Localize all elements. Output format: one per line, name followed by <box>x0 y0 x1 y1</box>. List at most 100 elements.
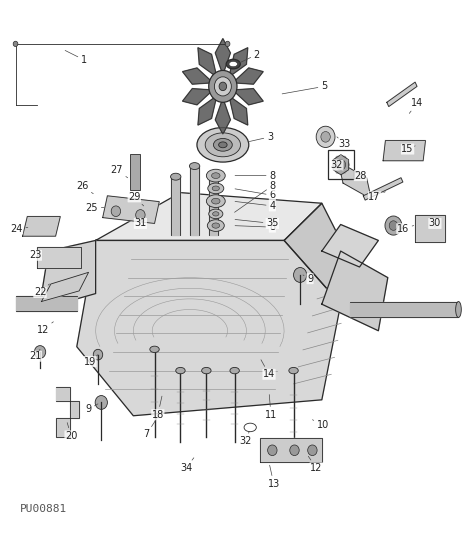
Polygon shape <box>198 48 217 77</box>
Text: 3: 3 <box>249 132 273 142</box>
Polygon shape <box>322 224 378 267</box>
Circle shape <box>293 268 307 282</box>
Circle shape <box>219 82 227 91</box>
Polygon shape <box>229 96 248 125</box>
Polygon shape <box>23 216 60 236</box>
Circle shape <box>13 41 18 46</box>
Text: 17: 17 <box>368 192 385 202</box>
Ellipse shape <box>201 367 211 374</box>
Text: 12: 12 <box>308 456 322 473</box>
Text: 33: 33 <box>337 137 351 149</box>
Polygon shape <box>233 68 263 84</box>
Polygon shape <box>341 156 349 165</box>
Text: 27: 27 <box>110 166 128 178</box>
Polygon shape <box>41 272 89 302</box>
Ellipse shape <box>209 209 223 218</box>
Polygon shape <box>209 177 218 235</box>
Circle shape <box>35 345 46 358</box>
Ellipse shape <box>211 198 220 204</box>
Circle shape <box>308 445 317 456</box>
Polygon shape <box>387 82 417 107</box>
Bar <box>328 150 354 179</box>
Text: 14: 14 <box>261 360 275 379</box>
Ellipse shape <box>205 133 240 157</box>
Polygon shape <box>260 438 322 462</box>
Ellipse shape <box>289 367 298 374</box>
Text: 28: 28 <box>354 171 367 180</box>
Polygon shape <box>337 156 345 165</box>
Circle shape <box>316 126 335 147</box>
Ellipse shape <box>206 195 225 208</box>
Polygon shape <box>103 196 159 223</box>
Circle shape <box>336 160 346 170</box>
Text: 9: 9 <box>303 274 313 284</box>
Polygon shape <box>284 203 359 304</box>
Text: 11: 11 <box>265 395 277 420</box>
Text: 13: 13 <box>268 465 280 489</box>
Text: 15: 15 <box>401 144 415 154</box>
Text: 35: 35 <box>235 218 279 229</box>
Polygon shape <box>350 302 458 318</box>
Circle shape <box>111 206 120 216</box>
Text: 30: 30 <box>429 218 441 229</box>
Text: 8: 8 <box>235 180 275 213</box>
Ellipse shape <box>213 138 232 151</box>
Text: 9: 9 <box>85 404 98 414</box>
Ellipse shape <box>190 163 200 169</box>
Polygon shape <box>77 240 341 416</box>
Text: 6: 6 <box>235 189 275 200</box>
Text: 24: 24 <box>10 224 28 234</box>
Ellipse shape <box>229 61 237 67</box>
Polygon shape <box>171 177 181 235</box>
Polygon shape <box>39 240 96 310</box>
Ellipse shape <box>211 173 220 178</box>
Polygon shape <box>36 247 81 268</box>
Bar <box>130 154 140 190</box>
Ellipse shape <box>176 367 185 374</box>
Polygon shape <box>383 140 426 161</box>
Circle shape <box>214 77 231 96</box>
Text: 25: 25 <box>86 202 104 213</box>
Text: 32: 32 <box>239 431 252 446</box>
Polygon shape <box>182 89 213 105</box>
Text: 31: 31 <box>134 218 146 229</box>
Text: 5: 5 <box>282 81 328 94</box>
Text: 34: 34 <box>180 458 194 473</box>
Polygon shape <box>215 38 230 75</box>
Text: 2: 2 <box>239 50 260 63</box>
Text: 8: 8 <box>235 171 275 180</box>
Circle shape <box>385 216 402 235</box>
Text: 4: 4 <box>235 201 275 211</box>
Ellipse shape <box>206 169 225 182</box>
Text: 18: 18 <box>152 396 164 420</box>
Circle shape <box>136 210 145 220</box>
Ellipse shape <box>150 346 159 352</box>
Polygon shape <box>338 162 371 199</box>
Circle shape <box>95 396 108 410</box>
Ellipse shape <box>208 183 224 194</box>
Circle shape <box>321 131 330 142</box>
Text: 14: 14 <box>409 98 423 113</box>
Ellipse shape <box>230 367 239 374</box>
Text: PU00881: PU00881 <box>20 504 67 514</box>
Ellipse shape <box>197 128 249 162</box>
Text: 32: 32 <box>331 160 343 170</box>
Circle shape <box>268 445 277 456</box>
Polygon shape <box>16 296 77 311</box>
Ellipse shape <box>212 223 219 228</box>
Polygon shape <box>229 48 248 77</box>
Ellipse shape <box>208 173 219 180</box>
Polygon shape <box>332 156 341 165</box>
Text: 12: 12 <box>36 322 54 335</box>
Text: 23: 23 <box>29 250 42 260</box>
Text: 16: 16 <box>397 224 414 234</box>
Polygon shape <box>322 251 388 331</box>
Polygon shape <box>363 178 403 200</box>
Polygon shape <box>55 387 79 437</box>
Text: 8: 8 <box>235 222 275 232</box>
Circle shape <box>209 70 237 103</box>
Polygon shape <box>337 165 345 173</box>
Ellipse shape <box>226 59 240 69</box>
Circle shape <box>389 221 398 230</box>
Polygon shape <box>198 96 217 125</box>
